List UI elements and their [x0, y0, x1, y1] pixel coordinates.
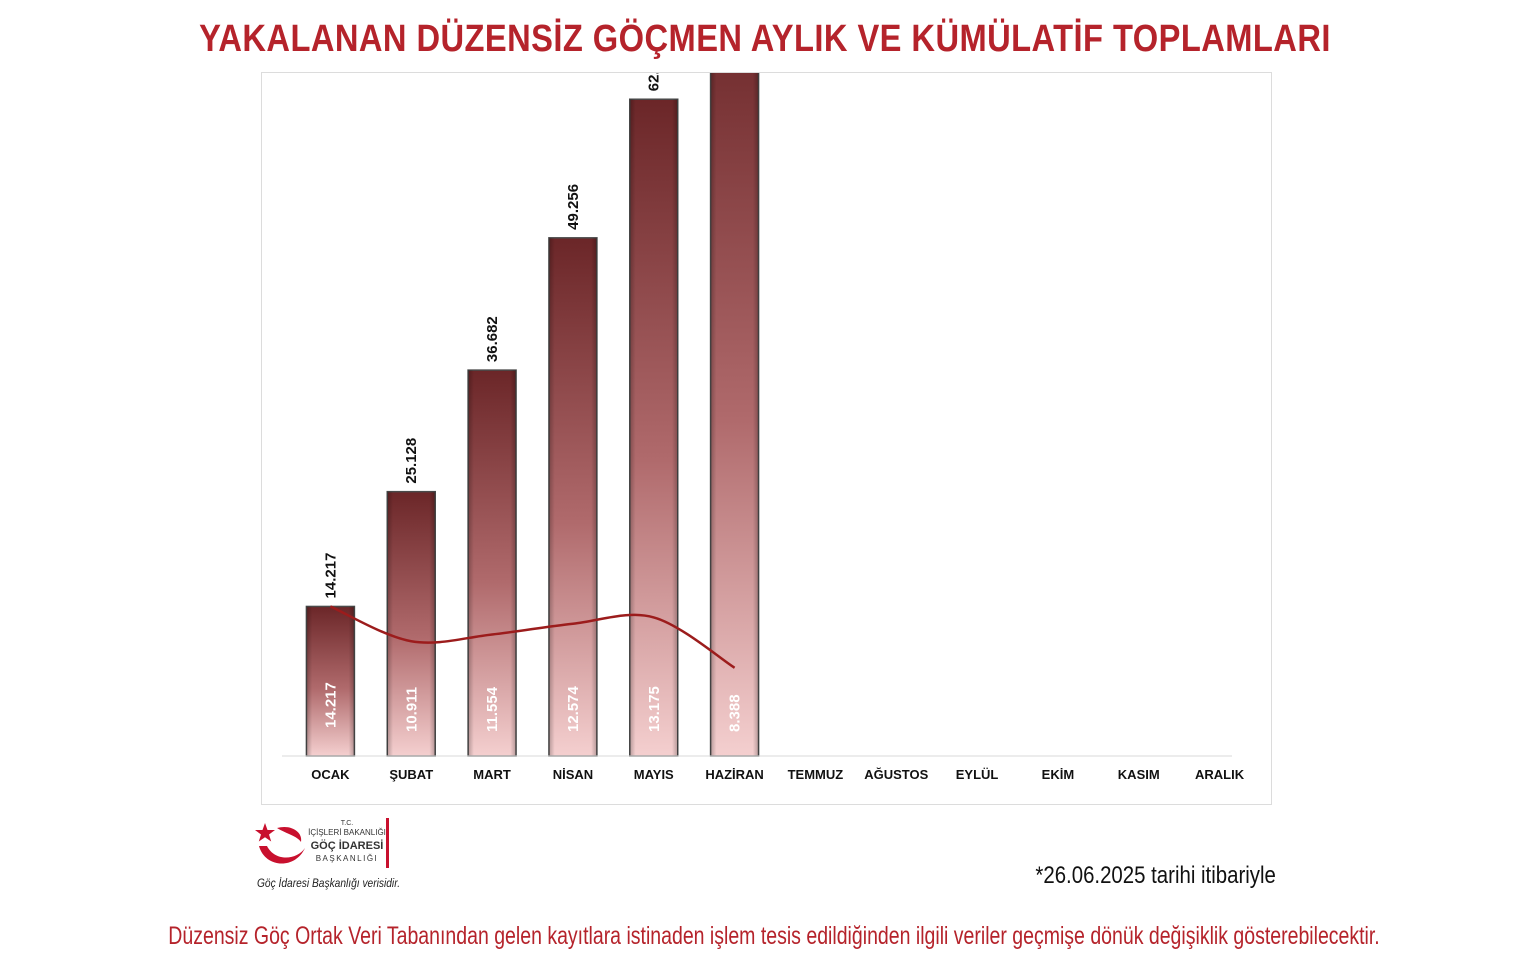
bar-line-chart: 14.217 14.217 25.128 10.911 36.682 11.554 49.2… [282, 73, 1245, 782]
cumulative-data-label: 49.256 [565, 184, 582, 230]
monthly-data-label: 12.574 [565, 685, 582, 732]
logo-line2: İÇİŞLERİ BAKANLIĞI [308, 828, 386, 837]
cumulative-data-label: 25.128 [403, 438, 420, 484]
bar [467, 369, 517, 757]
cumulative-data-label: 62.431 [646, 73, 663, 91]
logo-line3: GÖÇ İDARESİ [311, 839, 384, 852]
x-tick-label: MAYIS [634, 767, 674, 782]
x-tick-label: NİSAN [553, 767, 593, 782]
x-tick-label: EKİM [1042, 767, 1075, 782]
logo-caption: Göç İdaresi Başkanlığı verisidir. [257, 876, 401, 890]
x-tick-label: KASIM [1118, 767, 1160, 782]
star-icon [255, 823, 275, 842]
bar [386, 490, 436, 757]
bar-shade [548, 237, 597, 756]
bar [629, 98, 679, 757]
x-tick-label: ŞUBAT [389, 767, 433, 782]
bar [305, 605, 356, 757]
crescent-icon [259, 846, 305, 864]
x-tick-label: OCAK [311, 767, 350, 782]
chart-title: YAKALANAN DÜZENSİZ GÖÇMEN AYLIK VE KÜMÜL… [199, 18, 1331, 60]
monthly-data-label: 10.911 [403, 687, 420, 732]
monthly-data-label: 8.388 [727, 694, 744, 732]
chart-area: 14.217 14.217 25.128 10.911 36.682 11.554 49.2… [261, 72, 1272, 805]
bar-shade [629, 99, 678, 756]
goc-idaresi-logo: T.C. İÇİŞLERİ BAKANLIĞI GÖÇ İDARESİ BAŞK… [255, 818, 415, 872]
monthly-data-label: 11.554 [484, 686, 501, 732]
cumulative-data-label: 14.217 [322, 553, 339, 599]
x-tick-label: MART [473, 767, 511, 782]
as-of-date: *26.06.2025 tarihi itibariyle [1035, 862, 1276, 889]
logo-divider [386, 818, 389, 868]
bar-shade [306, 606, 355, 756]
monthly-series-line [329, 605, 736, 669]
disclaimer-note: Düzensiz Göç Ortak Veri Tabanından gelen… [168, 922, 1380, 950]
x-tick-label: EYLÜL [956, 767, 999, 782]
x-tick-label: ARALIK [1195, 767, 1245, 782]
cumulative-data-label: 36.682 [484, 316, 501, 362]
x-tick-label: HAZİRAN [705, 767, 764, 782]
x-tick-label: TEMMUZ [788, 767, 844, 782]
bar-shade [468, 370, 517, 756]
logo-line4: BAŞKANLIĞI [316, 854, 379, 863]
bar-shade [387, 491, 436, 756]
bar-shade [710, 73, 759, 756]
bar [709, 73, 760, 757]
x-tick-label: AĞUSTOS [864, 767, 928, 782]
monthly-data-label: 14.217 [322, 682, 339, 728]
bar [548, 237, 598, 757]
monthly-data-label: 13.175 [646, 686, 663, 732]
logo-line1: T.C. [341, 820, 354, 827]
